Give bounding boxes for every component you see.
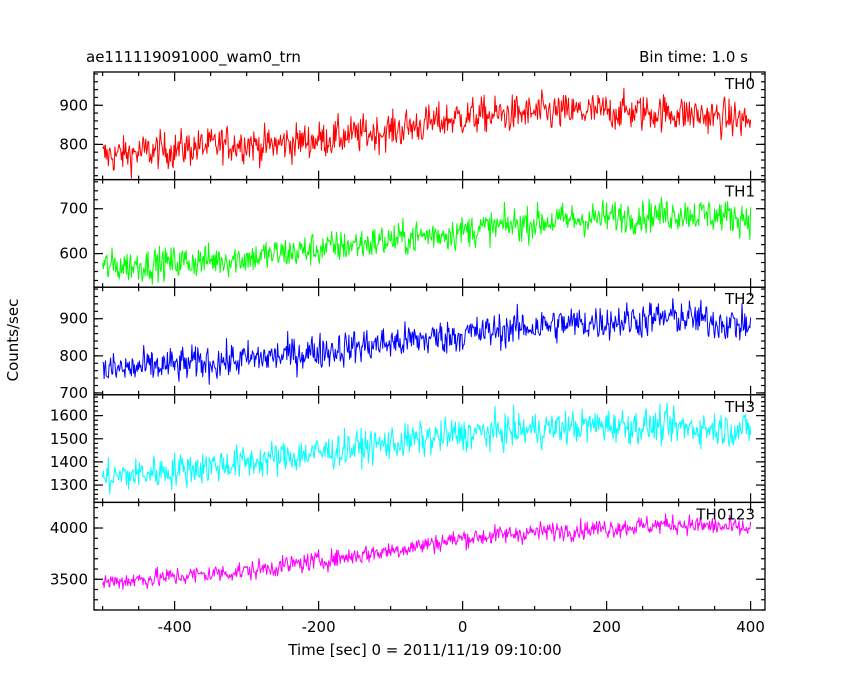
series-line-th3 bbox=[102, 402, 752, 495]
x-tick-label: 200 bbox=[592, 618, 621, 636]
x-axis: -400 -200 0 200 400 bbox=[158, 618, 765, 636]
y-tick-label: 600 bbox=[59, 245, 88, 263]
panel-th1: 600 700 TH1 bbox=[59, 178, 766, 288]
y-tick-label: 4000 bbox=[50, 519, 88, 537]
panel-label: TH1 bbox=[724, 183, 755, 201]
y-tick-label: 900 bbox=[59, 96, 88, 114]
y-tick-label: 800 bbox=[59, 347, 88, 365]
x-tick-label: 0 bbox=[458, 618, 468, 636]
panel-th0123: 3500 4000 TH0123 bbox=[50, 501, 766, 611]
series-line-th2 bbox=[102, 298, 752, 385]
y-tick-label: 1400 bbox=[50, 453, 88, 471]
panel-frame bbox=[93, 71, 766, 181]
x-tick-label: -400 bbox=[158, 618, 192, 636]
y-tick-label: 1600 bbox=[50, 407, 88, 425]
x-axis-label: Time [sec] 0 = 2011/11/19 09:10:00 bbox=[287, 641, 561, 659]
panel-th3: 1300 1400 1500 1600 TH3 bbox=[50, 394, 766, 504]
bin-time-label: Bin time: 1.0 s bbox=[639, 48, 748, 66]
x-tick-label: -200 bbox=[302, 618, 336, 636]
y-tick-label: 900 bbox=[59, 310, 88, 328]
y-tick-label: 1500 bbox=[50, 430, 88, 448]
panel-frame bbox=[93, 286, 766, 396]
x-tick-label: 400 bbox=[736, 618, 765, 636]
y-tick-label: 1300 bbox=[50, 476, 88, 494]
y-tick-label: 3500 bbox=[50, 570, 88, 588]
panel-label: TH0 bbox=[724, 75, 755, 93]
panel-th2: 700 800 900 TH2 bbox=[59, 286, 766, 402]
panel-label: TH2 bbox=[724, 290, 755, 308]
y-axis-label: Counts/sec bbox=[4, 299, 22, 382]
panel-label: TH0123 bbox=[695, 505, 755, 523]
series-line-th0 bbox=[102, 87, 752, 179]
panel-frame bbox=[93, 394, 766, 504]
panel-label: TH3 bbox=[724, 398, 755, 416]
series-line-th0123 bbox=[102, 513, 752, 590]
panel-th0: 800 900 TH0 bbox=[59, 71, 766, 181]
series-line-th1 bbox=[102, 196, 752, 285]
y-tick-label: 700 bbox=[59, 384, 88, 402]
y-tick-label: 700 bbox=[59, 200, 88, 218]
panel-frame bbox=[93, 501, 766, 611]
chart-title: ae111119091000_wam0_trn bbox=[86, 48, 301, 67]
y-tick-label: 800 bbox=[59, 135, 88, 153]
panel-stack: 800 900 TH0 600 700 TH1 700 800 900 TH2 1300 1400 15… bbox=[50, 71, 766, 611]
